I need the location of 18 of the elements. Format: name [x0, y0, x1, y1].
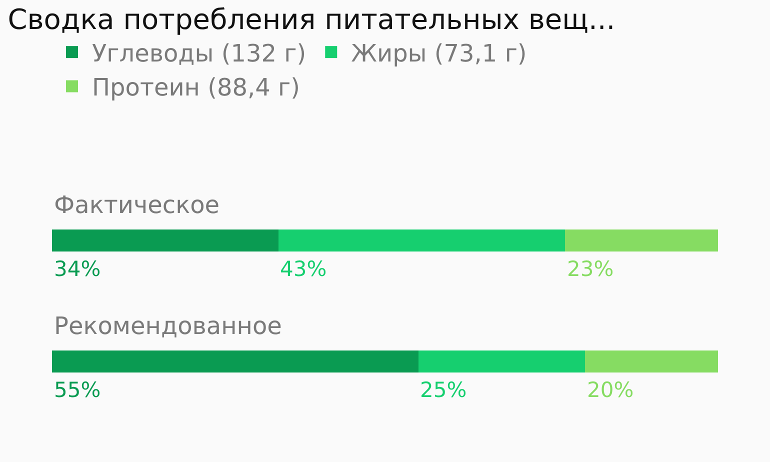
data-label: 25% — [420, 378, 467, 402]
bar — [584, 350, 718, 372]
data-label: 55% — [54, 378, 101, 402]
data-label: 34% — [54, 257, 101, 281]
y-tick-label: Фактическое — [54, 191, 220, 219]
data-label: 20% — [587, 378, 634, 402]
bar — [418, 350, 585, 372]
data-label: 43% — [280, 257, 327, 281]
bar — [564, 230, 718, 252]
bar — [278, 230, 565, 252]
legend-label: Протеин (88,4 г) — [92, 74, 300, 102]
legend-label: Жиры (73,1 г) — [351, 39, 527, 68]
data-label: 23% — [567, 257, 614, 281]
y-tick-label: Рекомендованное — [54, 312, 282, 340]
chart-title: Сводка потребления питательных вещ... — [8, 2, 616, 36]
legend-label: Углеводы (132 г) — [92, 39, 306, 68]
bar — [52, 350, 418, 372]
bar — [52, 230, 278, 252]
